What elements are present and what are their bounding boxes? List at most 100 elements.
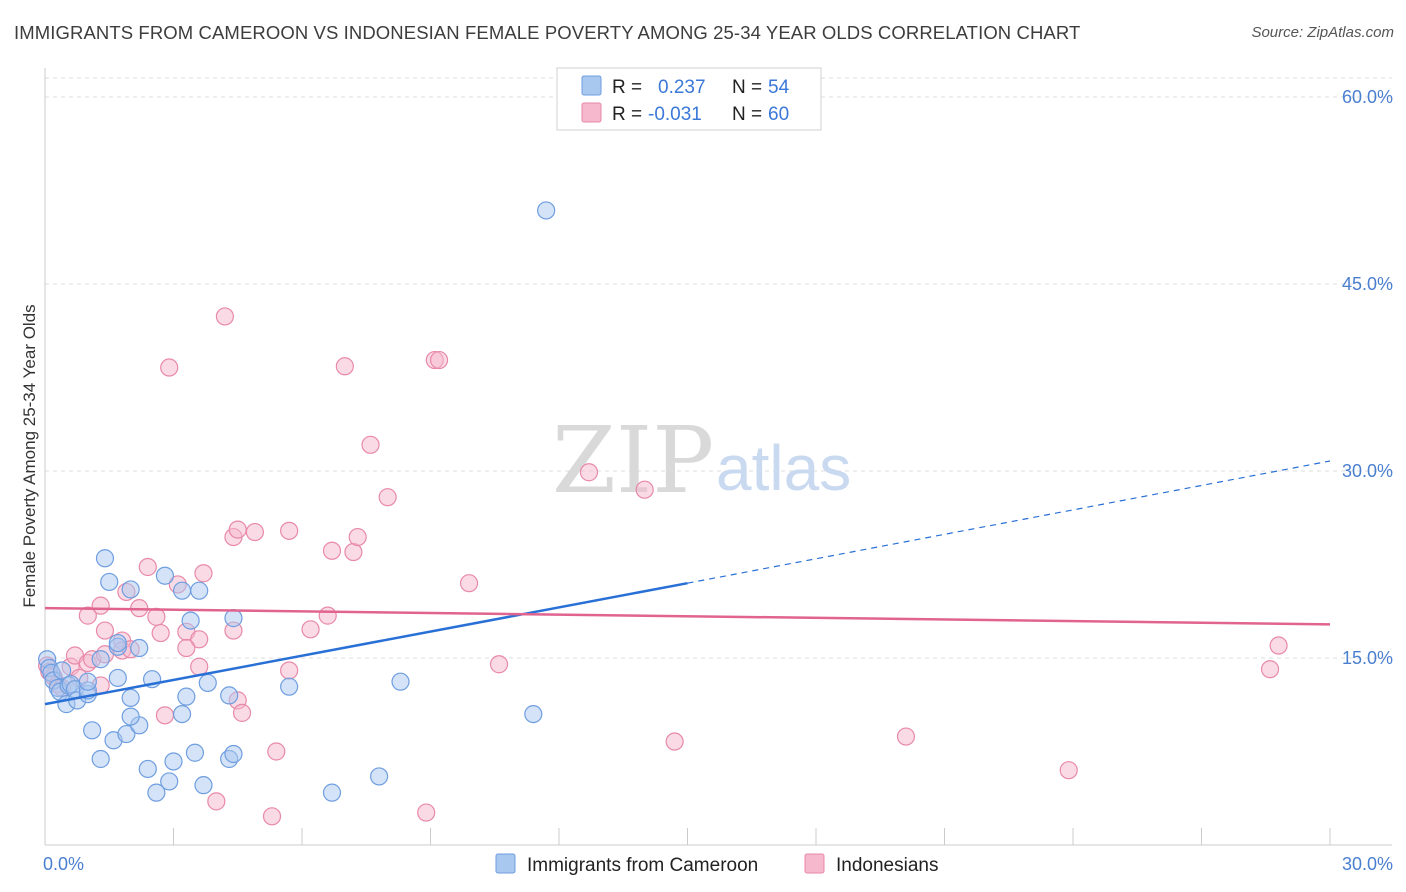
watermark-atlas: atlas xyxy=(716,432,851,504)
point-indonesians xyxy=(207,792,226,811)
y-axis-label: Female Poverty Among 25-34 Year Olds xyxy=(20,304,39,607)
y-tick-label: 60.0% xyxy=(1342,87,1393,107)
point-indonesians xyxy=(378,488,397,507)
point-indonesians xyxy=(417,803,436,822)
trend-line-cameroon xyxy=(44,581,688,706)
point-cameroon xyxy=(391,672,410,691)
point-cameroon xyxy=(172,704,192,724)
tick-labels: 15.0% 30.0% 45.0% 60.0% 0.0% 30.0% xyxy=(43,87,1393,874)
watermark: ZIP atlas xyxy=(552,407,851,514)
point-indonesians xyxy=(348,527,367,547)
legend-r-value-2: -0.031 xyxy=(648,104,702,125)
point-cameroon xyxy=(198,673,217,693)
point-cameroon xyxy=(524,704,543,724)
point-cameroon xyxy=(322,783,342,802)
gridlines xyxy=(45,77,1392,659)
point-cameroon xyxy=(138,759,157,779)
point-indonesians xyxy=(429,350,449,370)
point-cameroon xyxy=(91,650,110,669)
legend-swatch-cameroon xyxy=(581,75,602,96)
trend-line-indonesians xyxy=(44,606,1331,626)
point-indonesians xyxy=(160,358,179,377)
point-cameroon xyxy=(78,672,97,691)
point-cameroon xyxy=(224,744,243,764)
point-indonesians xyxy=(579,463,599,482)
point-indonesians xyxy=(155,706,175,725)
point-cameroon xyxy=(370,767,389,786)
point-cameroon xyxy=(95,549,115,568)
point-indonesians xyxy=(1260,660,1280,679)
source-label: Source: ZipAtlas.com xyxy=(1251,24,1394,41)
point-indonesians xyxy=(267,742,286,761)
point-indonesians xyxy=(151,623,170,643)
legend-r-value-1: 0.237 xyxy=(658,77,706,98)
point-indonesians xyxy=(301,620,320,639)
legend-n-value-1: 54 xyxy=(768,77,790,98)
point-cameroon xyxy=(108,668,127,688)
point-indonesians xyxy=(665,732,684,751)
point-cameroon xyxy=(280,677,299,696)
point-indonesians xyxy=(322,541,342,560)
point-cameroon xyxy=(121,707,140,726)
legend-r-label-2: R = xyxy=(612,104,642,125)
point-cameroon xyxy=(160,772,179,791)
point-indonesians xyxy=(280,661,299,680)
point-indonesians xyxy=(177,638,196,658)
point-cameroon xyxy=(220,686,239,705)
point-cameroon xyxy=(224,609,243,628)
point-indonesians xyxy=(635,480,654,499)
point-indonesians xyxy=(138,557,157,577)
point-indonesians xyxy=(194,564,213,583)
point-indonesians xyxy=(147,607,166,626)
point-cameroon xyxy=(108,633,127,653)
point-indonesians xyxy=(1059,761,1078,780)
y-tick-label: 15.0% xyxy=(1342,648,1393,668)
bottom-legend-label-cameroon: Immigrants from Cameroon xyxy=(527,855,758,876)
point-indonesians xyxy=(190,630,209,649)
point-indonesians xyxy=(344,542,363,562)
bottom-legend-swatch-indonesians xyxy=(804,853,825,874)
point-indonesians xyxy=(335,357,354,376)
point-indonesians xyxy=(78,606,97,625)
point-indonesians xyxy=(280,521,299,540)
point-indonesians xyxy=(361,435,380,454)
point-indonesians xyxy=(459,574,479,593)
point-indonesians xyxy=(190,657,209,676)
series-legend: Immigrants from Cameroon Indonesians xyxy=(495,853,938,876)
watermark-zip: ZIP xyxy=(552,407,714,514)
point-cameroon xyxy=(91,749,110,769)
point-cameroon xyxy=(130,638,149,658)
point-cameroon xyxy=(164,752,183,771)
point-indonesians xyxy=(318,606,337,625)
point-cameroon xyxy=(194,776,213,795)
correlation-legend: R = 0.237 N = 54 R = -0.031 N = 60 xyxy=(556,67,822,131)
point-indonesians xyxy=(245,522,264,542)
legend-swatch-indonesians xyxy=(581,102,602,123)
point-cameroon xyxy=(177,687,196,706)
point-cameroon xyxy=(181,611,200,630)
legend-n-value-2: 60 xyxy=(768,104,789,125)
legend-n-label-2: N = xyxy=(732,104,762,125)
point-cameroon xyxy=(155,566,175,585)
trend-lines xyxy=(44,460,1331,706)
point-cameroon xyxy=(172,581,192,600)
point-cameroon xyxy=(53,661,72,680)
bottom-legend-label-indonesians: Indonesians xyxy=(836,855,938,876)
point-indonesians xyxy=(232,703,252,722)
y-tick-label: 30.0% xyxy=(1342,461,1393,481)
point-cameroon xyxy=(117,724,136,744)
point-cameroon xyxy=(190,581,209,600)
point-indonesians xyxy=(228,520,247,539)
bottom-legend-swatch-cameroon xyxy=(495,853,516,874)
point-cameroon xyxy=(100,572,119,592)
point-indonesians xyxy=(95,621,115,640)
point-cameroon xyxy=(537,201,556,220)
x-tick-label: 30.0% xyxy=(1342,854,1393,874)
legend-n-label-1: N = xyxy=(732,77,762,98)
point-indonesians xyxy=(896,727,916,746)
point-cameroon xyxy=(83,721,102,740)
point-indonesians xyxy=(1269,636,1288,655)
axes xyxy=(44,68,1392,846)
point-cameroon xyxy=(147,783,166,802)
